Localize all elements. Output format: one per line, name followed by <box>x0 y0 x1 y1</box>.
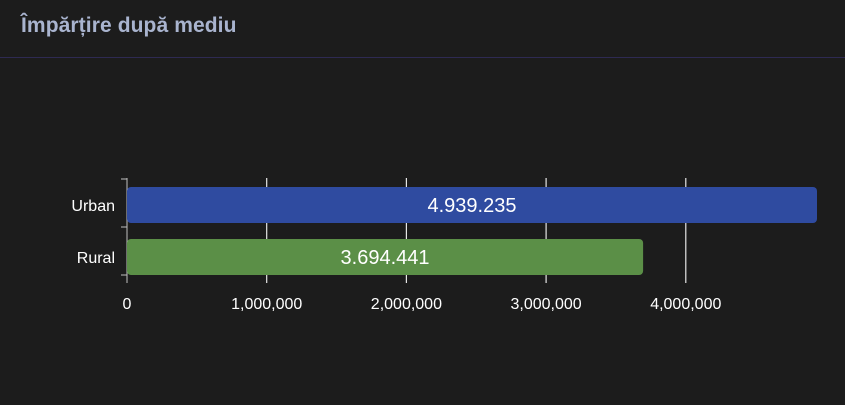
bar-rural <box>127 239 644 275</box>
panel-header: Împărțire după mediu <box>0 0 845 58</box>
bar-chart: 0 1,000,000 2,000,000 3,000,000 4,000,000 Urb… <box>71 178 817 313</box>
x-tick-label: 0 <box>123 296 132 313</box>
chart-area: 0 1,000,000 2,000,000 3,000,000 4,000,000 Urb… <box>0 59 845 400</box>
x-tick-label: 4,000,000 <box>650 296 721 313</box>
panel-title: Împărțire după mediu <box>21 14 237 37</box>
value-label-rural: 3.694.441 <box>341 247 430 269</box>
x-tick-label: 2,000,000 <box>371 296 442 313</box>
y-axis <box>121 178 128 283</box>
value-label-urban: 4.939.235 <box>428 195 517 217</box>
x-tick-label: 1,000,000 <box>231 296 302 313</box>
category-label-rural: Rural <box>77 250 115 267</box>
category-label-urban: Urban <box>71 198 115 215</box>
bars <box>127 187 817 275</box>
labels: 0 1,000,000 2,000,000 3,000,000 4,000,000 Urb… <box>71 195 721 313</box>
x-tick-label: 3,000,000 <box>510 296 581 313</box>
bar-urban <box>127 187 817 223</box>
